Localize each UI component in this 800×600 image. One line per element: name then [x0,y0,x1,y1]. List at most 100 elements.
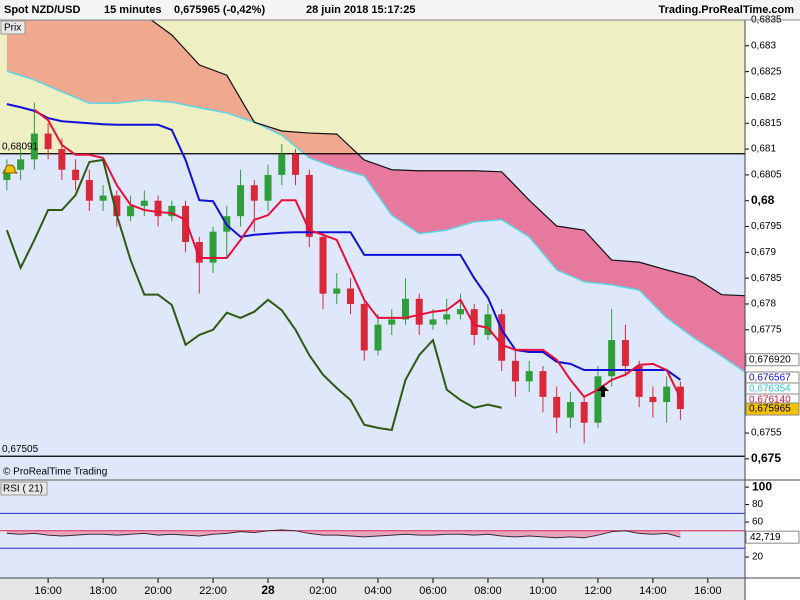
price-box-label: 0,676140 [749,395,791,406]
x-tick-label: 22:00 [199,585,227,597]
header-instrument: Spot NZD/USD [4,4,80,16]
candle-body [649,396,657,403]
candle-body [511,360,519,382]
rsi-plot [0,512,745,549]
candle-body [44,133,52,150]
rsi-value-box [745,530,800,544]
x-tick-label: 18:00 [89,585,117,597]
cloud-fill [6,20,358,154]
y-tick-label: 0,6815 [751,118,782,129]
cloud-part [304,153,745,373]
span-a-line [6,70,745,373]
candle-body [72,169,80,181]
candle-body [360,303,368,351]
candle-body [553,396,561,418]
candle-body [470,309,478,335]
candle-body [347,288,355,304]
x-tick-label: 10:00 [529,585,557,597]
candle-body [140,200,148,206]
price-box [745,402,800,416]
candle-body [319,236,327,294]
candle-body [182,205,190,243]
y-tick-label: 0,683 [751,40,776,51]
alert-icon [1,164,19,174]
candle-body [539,371,547,397]
panel-label: Prix [4,23,21,34]
candle-body [113,195,121,217]
candle-body [237,185,245,217]
candle-body [566,402,574,418]
candle-body [401,298,409,320]
span-b-line [150,20,745,297]
price-box-label: 0,676567 [749,373,791,384]
y-tick-label: 0,6825 [751,66,782,77]
y-tick-label: 0,6795 [751,221,782,232]
x-tick-label: 12:00 [584,585,612,597]
rsi-tick-label: 60 [752,517,764,528]
main-plot [0,20,745,457]
candle-body [663,386,671,403]
candle-body [250,185,258,201]
y-tick-label: 0,675 [751,451,781,465]
y-tick-label: 0,6805 [751,170,782,181]
candle-body [292,154,300,175]
rsi-panel-bg [0,481,745,578]
y-tick-label: 0,68 [751,193,775,207]
candle-body [415,298,423,325]
price-box-label: 0,676920 [749,354,791,365]
x-tick-label: 02:00 [309,585,337,597]
candle-body [580,402,588,423]
candle-body [374,324,382,351]
candle-body [58,149,66,170]
candle-body [264,174,272,201]
price-axis-bg [745,20,800,600]
x-tick-label: 06:00 [419,585,447,597]
candle-body [17,159,25,170]
candle-body [85,180,93,201]
price-box-label: 0,676354 [749,384,791,395]
cloud-part [6,20,358,154]
candle-body [456,309,464,315]
y-tick-label: 0,6785 [751,273,782,284]
candle-body [127,205,135,217]
candle-body [305,174,313,237]
candle-body [278,154,286,175]
indicator-line [6,103,681,381]
reference-label: 0,68091 [2,141,39,152]
y-tick-label: 0,6775 [751,324,782,335]
time-axis-bg [0,578,745,600]
header-period: 15 minutes [104,4,161,16]
candle-body [195,242,203,263]
candle-body [621,340,629,366]
candle-body [429,319,437,325]
x-tick-label: 16:00 [694,585,722,597]
candle-body [333,288,341,294]
price-box [745,353,800,367]
x-tick-label: 28 [261,583,275,597]
reference-label: 0,67505 [2,444,39,455]
candle-body [209,231,217,263]
candle-body [525,371,533,382]
candle-body [608,340,616,377]
header-site: Trading.ProRealTime.com [658,4,794,16]
y-tick-label: 0,679 [751,247,776,258]
candle-body [154,200,162,217]
signal-arrow [597,385,609,397]
candle-body [168,205,176,217]
rsi-line [6,529,681,539]
copyright: © ProRealTime Trading [3,467,107,478]
price-box-label: 0,675965 [749,404,791,415]
x-tick-label: 04:00 [364,585,392,597]
panel-label-box [0,20,26,35]
y-tick-label: 0,681 [751,144,776,155]
rsi-tick-label: 80 [752,499,764,510]
indicator-line [33,109,682,399]
rsi-value-label: 42,719 [750,532,781,543]
header-bar [0,0,800,20]
overlay: 0,68091 0,67505 0,675 0,6755 0,6775 0,678 0,67… [2,15,800,597]
rsi-label-box [0,481,48,496]
candle-body [594,376,602,423]
candle-body [3,169,11,181]
x-tick-label: 08:00 [474,585,502,597]
